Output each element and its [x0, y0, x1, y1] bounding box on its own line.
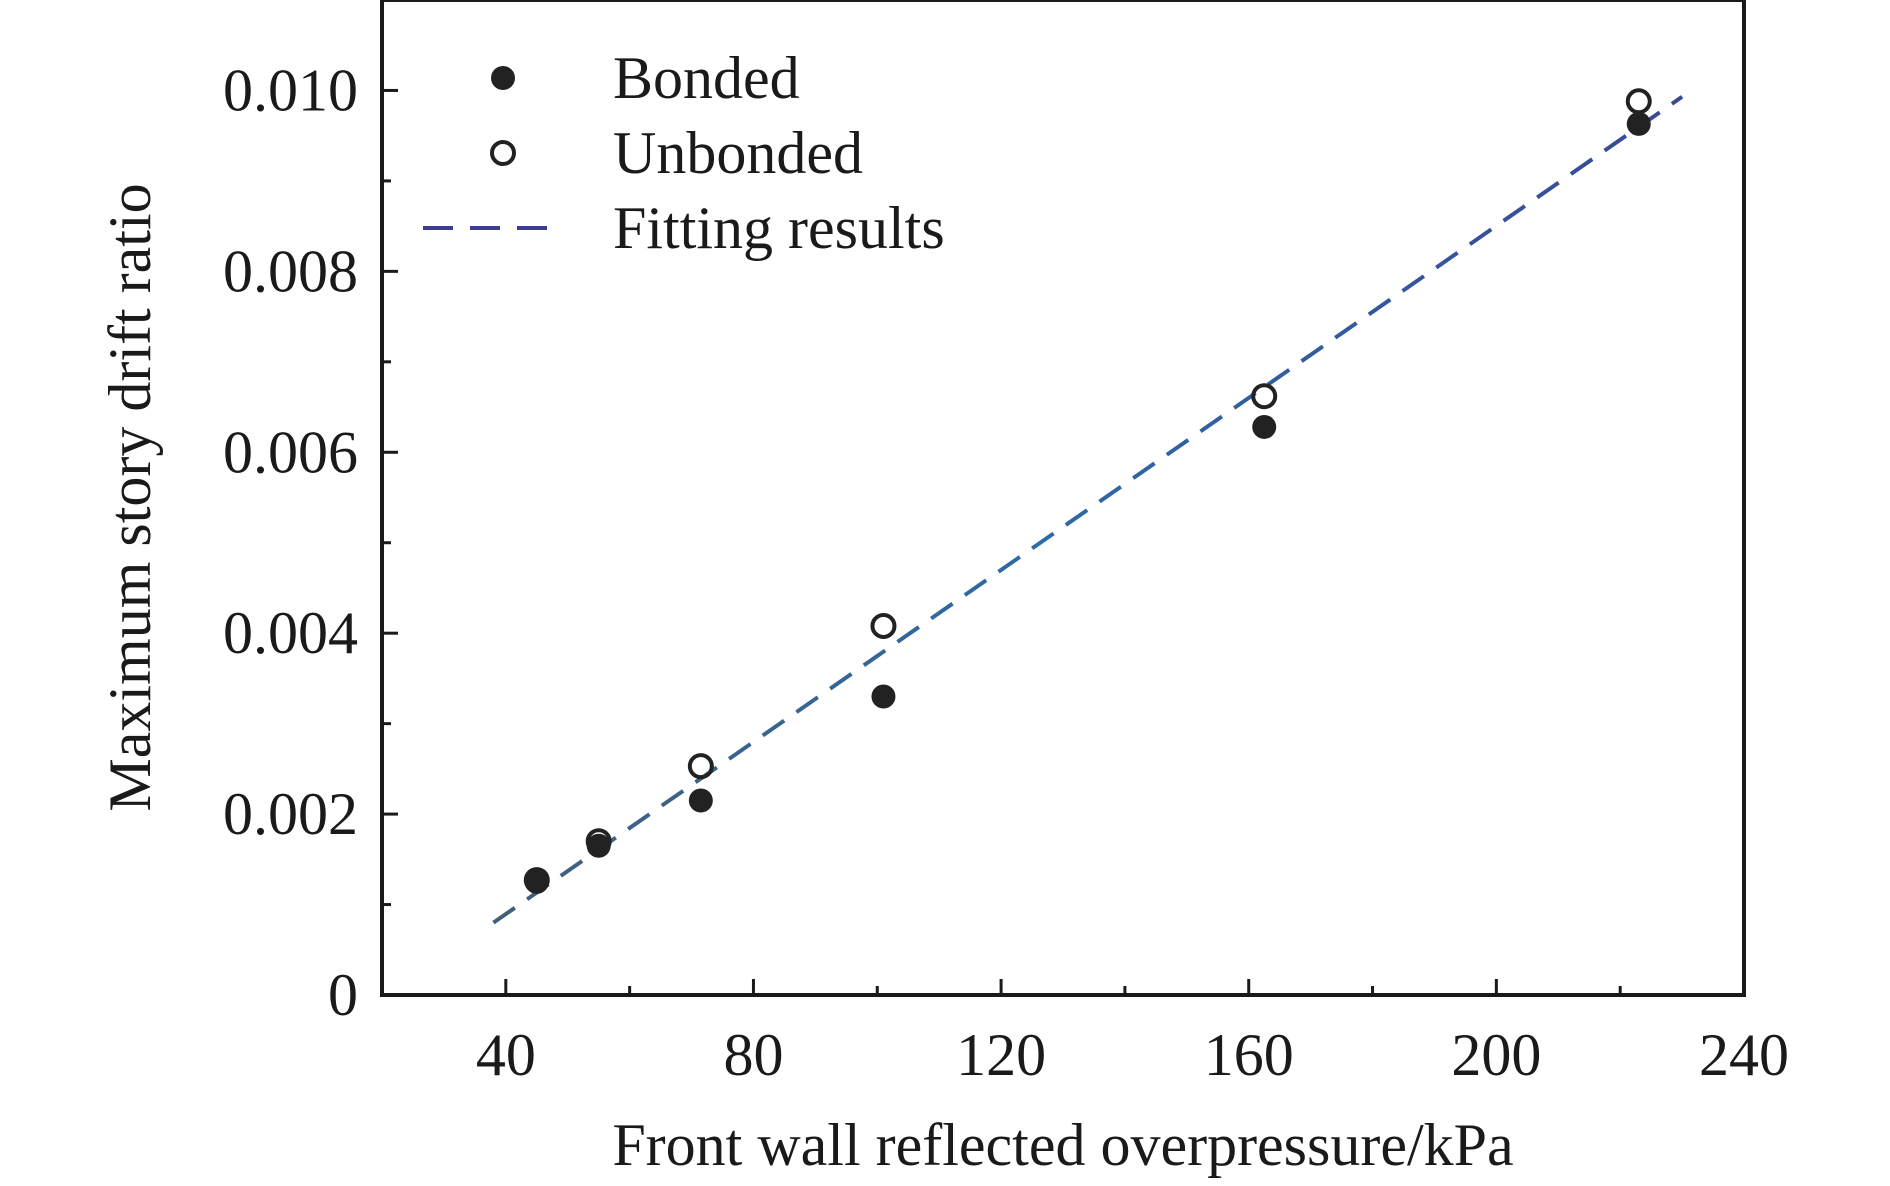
x-tick-label: 80 — [723, 1022, 783, 1088]
x-tick-label: 200 — [1451, 1022, 1541, 1088]
legend-marker-unbonded — [490, 140, 516, 166]
y-axis-title: Maximum story drift ratio — [97, 183, 163, 811]
y-axis-ticks: 0 0.002 0.004 0.006 0.008 0.010 — [223, 57, 398, 1028]
y-tick-label: 0 — [328, 962, 358, 1028]
bonded-point — [688, 788, 713, 813]
legend-label-bonded: Bonded — [613, 45, 800, 111]
y-tick-label: 0.002 — [223, 781, 358, 847]
unbonded-point — [585, 828, 612, 855]
data-points-layer — [523, 88, 1652, 894]
fit-line — [492, 95, 1684, 925]
x-tick-label: 240 — [1699, 1022, 1789, 1088]
y-tick-label: 0.008 — [223, 238, 358, 304]
unbonded-point — [687, 753, 714, 780]
unbonded-point — [1251, 383, 1278, 410]
bonded-point — [871, 684, 896, 709]
bonded-point — [1252, 414, 1277, 439]
unbonded-point — [523, 867, 550, 894]
plot-frame — [380, 0, 1746, 997]
unbonded-point — [870, 612, 897, 639]
unbonded-point — [1625, 88, 1652, 115]
y-tick-label: 0.006 — [223, 419, 358, 485]
x-tick-label: 120 — [956, 1022, 1046, 1088]
x-axis-ticks: 40 80 120 160 200 240 — [476, 979, 1789, 1088]
legend-marker-bonded — [491, 66, 515, 90]
legend: Bonded Unbonded Fitting results — [423, 45, 945, 261]
bonded-point — [1626, 111, 1651, 136]
legend-label-unbonded: Unbonded — [613, 120, 863, 186]
x-tick-label: 160 — [1204, 1022, 1294, 1088]
fit-line-layer — [492, 95, 1684, 925]
y-tick-label: 0.010 — [223, 57, 358, 123]
legend-label-fit: Fitting results — [613, 195, 945, 261]
y-tick-label: 0.004 — [223, 600, 358, 666]
x-axis-title: Front wall reflected overpressure/kPa — [612, 1112, 1513, 1178]
x-tick-label: 40 — [476, 1022, 536, 1088]
